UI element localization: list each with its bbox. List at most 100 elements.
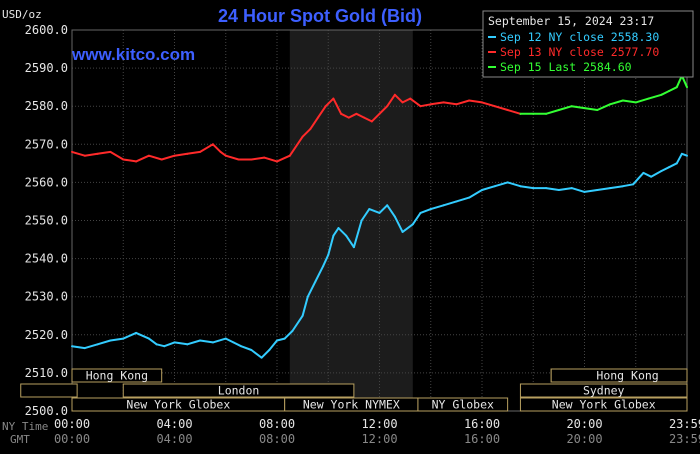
- series-point: [122, 158, 125, 161]
- series-point: [378, 112, 381, 115]
- series-point: [481, 189, 483, 192]
- series-point: [411, 223, 414, 226]
- series-point: [250, 349, 253, 352]
- y-tick-label: 2510.0: [25, 366, 68, 380]
- series-point: [337, 227, 340, 230]
- series-point: [160, 158, 163, 161]
- series-point: [596, 189, 599, 192]
- series-point: [211, 143, 214, 146]
- series-point: [199, 339, 202, 342]
- series-point: [306, 295, 309, 298]
- series-point: [642, 171, 645, 174]
- series-point: [609, 103, 612, 106]
- x-tick-label-ny: 04:00: [156, 417, 192, 431]
- series-point: [355, 112, 358, 115]
- series-point: [352, 246, 355, 249]
- x-tick-label-gmt: 12:00: [361, 432, 397, 446]
- series-point: [322, 265, 325, 268]
- y-tick-label: 2520.0: [25, 328, 68, 342]
- series-point: [675, 162, 678, 165]
- series-point: [186, 343, 189, 346]
- series-point: [163, 345, 166, 348]
- session-box: [519, 383, 688, 398]
- series-point: [340, 112, 343, 115]
- y-tick-label: 2560.0: [25, 175, 68, 189]
- series-point: [109, 150, 112, 153]
- series-point: [147, 337, 150, 340]
- x-row-label-gmt: GMT: [10, 433, 30, 446]
- session-label: Sydney: [583, 384, 625, 398]
- series-point: [324, 105, 327, 108]
- series-point: [135, 331, 138, 334]
- series-point: [173, 341, 176, 344]
- series-point: [660, 169, 663, 172]
- series-point: [291, 329, 294, 332]
- series-point: [583, 107, 586, 110]
- series-point: [260, 356, 263, 359]
- session-box: [122, 383, 355, 398]
- series-point: [583, 190, 586, 193]
- x-tick-label-gmt: 00:00: [54, 432, 90, 446]
- y-tick-label: 2580.0: [25, 99, 68, 113]
- x-tick-label-ny: 20:00: [566, 417, 602, 431]
- series-point: [609, 187, 612, 190]
- series-point: [283, 337, 286, 340]
- series-point: [519, 112, 522, 115]
- series-point: [637, 177, 640, 180]
- session-label: New York Globex: [126, 398, 230, 412]
- series-point: [519, 185, 522, 188]
- series-point: [268, 349, 271, 352]
- y-tick-label: 2570.0: [25, 137, 68, 151]
- y-tick-label: 2540.0: [25, 252, 68, 266]
- y-axis-unit-label: USD/oz: [2, 8, 42, 21]
- series-point: [332, 97, 335, 100]
- series-point: [506, 181, 509, 184]
- x-tick-label-ny: 00:00: [54, 417, 90, 431]
- watermark: www.kitco.com: [71, 45, 195, 64]
- series-point: [668, 166, 671, 169]
- series-point: [393, 93, 396, 96]
- legend-date: September 15, 2024 23:17: [488, 14, 654, 28]
- chart-title: 24 Hour Spot Gold (Bid): [218, 6, 422, 26]
- y-tick-label: 2500.0: [25, 404, 68, 418]
- session-label: Hong Kong: [596, 369, 658, 383]
- series-point: [288, 154, 291, 157]
- series-point: [442, 204, 445, 207]
- series-point: [301, 135, 304, 138]
- series-point: [429, 208, 432, 211]
- series-point: [96, 152, 99, 155]
- series-point: [442, 101, 445, 104]
- series-point: [557, 189, 560, 192]
- series-point: [83, 154, 86, 157]
- series-point: [237, 158, 240, 161]
- series-point: [173, 154, 176, 157]
- series-point: [532, 187, 535, 190]
- y-tick-label: 2590.0: [25, 61, 68, 75]
- legend-label: Sep 13 NY close 2577.70: [500, 45, 659, 59]
- series-point: [360, 219, 363, 222]
- series-point: [419, 211, 422, 214]
- series-point: [96, 343, 99, 346]
- series-point: [686, 154, 688, 157]
- series-point: [276, 160, 278, 163]
- series-point: [370, 120, 373, 123]
- session-box: [519, 397, 688, 412]
- series-point: [419, 105, 422, 108]
- y-tick-label: 2600.0: [25, 23, 68, 37]
- series-point: [468, 99, 471, 102]
- series-point: [481, 101, 483, 104]
- series-point: [401, 230, 404, 233]
- legend-box: [482, 10, 694, 78]
- session-label: New York NYMEX: [303, 398, 400, 412]
- series-point: [570, 105, 573, 108]
- series-point: [570, 187, 573, 190]
- x-tick-label-ny: 23:59: [669, 417, 700, 431]
- series-point: [660, 93, 663, 96]
- series-point: [232, 341, 235, 344]
- series-point: [332, 234, 335, 237]
- series-point: [345, 234, 348, 237]
- series-point: [211, 341, 214, 344]
